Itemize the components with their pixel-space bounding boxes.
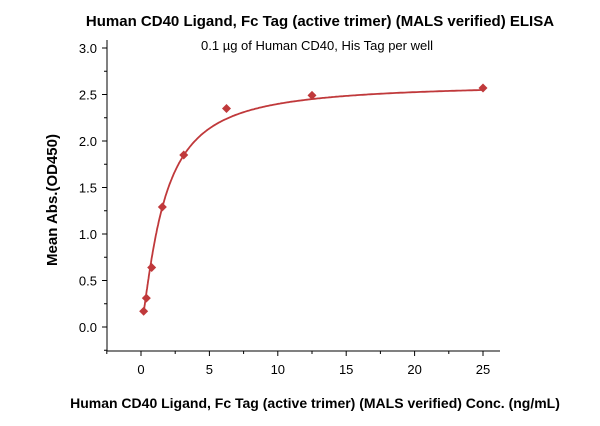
x-tick-label: 20 — [407, 362, 421, 377]
y-tick-label: 2.5 — [79, 88, 97, 103]
chart-subtitle: 0.1 µg of Human CD40, His Tag per well — [201, 38, 433, 53]
y-tick-label: 0.0 — [79, 320, 97, 335]
fit-curve — [142, 89, 483, 313]
data-point — [179, 150, 189, 160]
x-axis-label: Human CD40 Ligand, Fc Tag (active trimer… — [70, 395, 560, 411]
data-point — [307, 90, 317, 100]
data-point — [141, 293, 151, 303]
data-point — [222, 103, 231, 113]
chart-title: Human CD40 Ligand, Fc Tag (active trimer… — [86, 13, 554, 30]
data-point — [157, 202, 167, 212]
x-tick-label: 0 — [137, 362, 144, 377]
y-tick-label: 3.0 — [79, 41, 97, 56]
data-point — [139, 306, 149, 316]
data-point — [478, 83, 488, 93]
y-tick-label: 1.5 — [79, 181, 97, 196]
y-tick-label: 2.0 — [79, 134, 97, 149]
x-tick-label: 25 — [476, 362, 490, 377]
y-tick-label: 0.5 — [79, 274, 97, 289]
y-axis-label: Mean Abs.(OD450) — [44, 134, 61, 266]
x-tick-label: 15 — [339, 362, 353, 377]
y-tick-label: 1.0 — [79, 227, 97, 242]
x-tick-label: 10 — [271, 362, 285, 377]
data-point — [147, 262, 157, 272]
x-tick-label: 5 — [206, 362, 213, 377]
